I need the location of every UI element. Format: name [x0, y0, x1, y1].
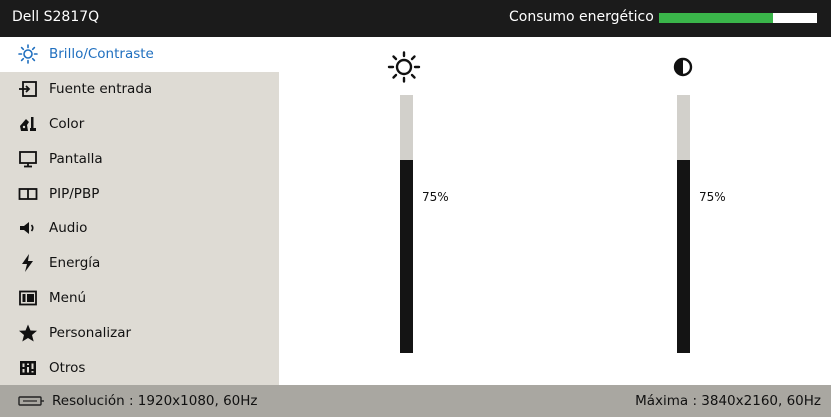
resolution-text: Resolución : 1920x1080, 60Hz — [52, 393, 258, 409]
sidebar-item-brillo-contraste[interactable]: Brillo/Contraste — [0, 37, 279, 72]
display-icon — [18, 149, 38, 169]
sidebar-item-label: Personalizar — [49, 324, 132, 341]
status-bar: Resolución : 1920x1080, 60Hz Máxima : 38… — [0, 385, 831, 417]
sidebar-item-menu[interactable]: Menú — [0, 281, 279, 316]
sidebar-item-label: Color — [49, 115, 85, 132]
sidebar-item-label: PIP/PBP — [49, 185, 100, 202]
menu-icon — [18, 288, 38, 308]
energy-consumption-meter — [659, 13, 817, 23]
brightness-icon — [387, 51, 421, 87]
brightness-contrast-panel: 75% 75% — [279, 37, 831, 385]
maximum-resolution: Máxima : 3840x2160, 60Hz — [635, 393, 821, 409]
sidebar-menu: Brillo/Contraste Fuente entrada Color — [0, 37, 279, 385]
brightness-slider-fill — [400, 159, 413, 353]
sidebar-item-label: Brillo/Contraste — [49, 46, 154, 63]
star-icon — [18, 323, 38, 343]
sidebar-item-pip-pbp[interactable]: PIP/PBP — [0, 176, 279, 211]
contrast-slider-fill — [677, 159, 690, 353]
color-icon — [18, 114, 38, 134]
sidebar-item-fuente-entrada[interactable]: Fuente entrada — [0, 72, 279, 107]
sidebar-item-personalizar[interactable]: Personalizar — [0, 315, 279, 350]
sidebar-item-label: Otros — [49, 359, 86, 376]
energy-icon — [18, 253, 38, 273]
brightness-icon — [18, 44, 38, 65]
sidebar-item-audio[interactable]: Audio — [0, 211, 279, 246]
input-source-icon — [18, 79, 38, 99]
sidebar-item-pantalla[interactable]: Pantalla — [0, 141, 279, 176]
others-icon — [18, 358, 38, 378]
sidebar-item-label: Menú — [49, 289, 87, 306]
sidebar-item-label: Energía — [49, 255, 101, 272]
contrast-icon — [673, 57, 693, 81]
pip-icon — [18, 184, 38, 204]
audio-icon — [18, 218, 38, 238]
sidebar-item-label: Audio — [49, 220, 88, 237]
monitor-model-title: Dell S2817Q — [12, 9, 100, 25]
energy-consumption-label: Consumo energético — [509, 9, 654, 25]
sidebar-item-color[interactable]: Color — [0, 107, 279, 142]
sidebar-item-otros[interactable]: Otros — [0, 350, 279, 385]
contrast-value: 75% — [699, 189, 726, 204]
top-bar: Dell S2817Q Consumo energético — [0, 0, 831, 37]
current-resolution: Resolución : 1920x1080, 60Hz — [18, 393, 258, 409]
energy-consumption-fill — [659, 13, 773, 23]
brightness-slider[interactable] — [400, 95, 413, 353]
contrast-slider[interactable] — [677, 95, 690, 353]
hdmi-cable-icon — [18, 395, 44, 407]
sidebar-item-label: Pantalla — [49, 150, 103, 167]
sidebar-item-energia[interactable]: Energía — [0, 246, 279, 281]
sidebar-item-label: Fuente entrada — [49, 81, 153, 98]
brightness-value: 75% — [422, 189, 449, 204]
